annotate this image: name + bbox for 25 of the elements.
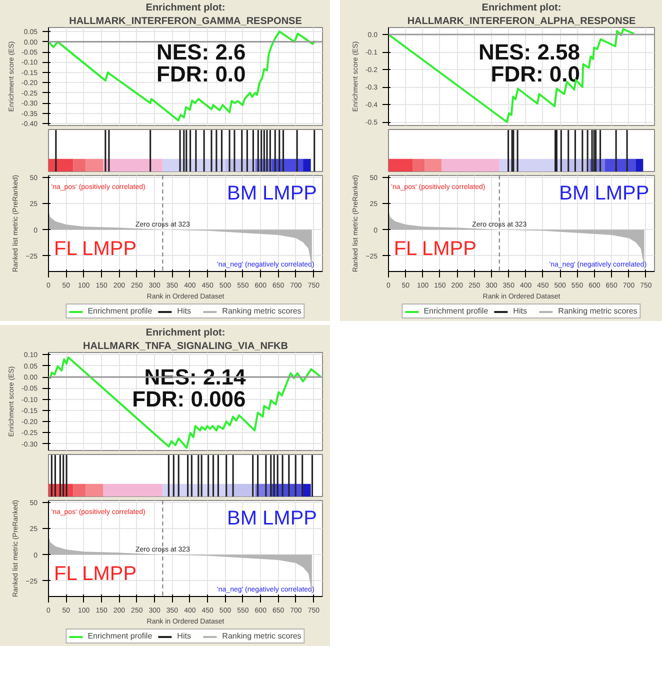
chart-subtitle: HALLMARK_TNFA_SIGNALING_VIA_NFKB xyxy=(82,341,288,352)
annotation: BM LMPP xyxy=(227,507,318,530)
legend-label: Hits xyxy=(177,632,192,640)
legend-label: Enrichment profile xyxy=(88,306,152,316)
annotation: FL LMPP xyxy=(394,238,476,260)
chart-title: Enrichment plot: xyxy=(146,328,226,338)
annotation: BM LMPP xyxy=(559,182,650,204)
annotation: FL LMPP xyxy=(54,238,137,260)
legend-label: Hits xyxy=(513,306,528,316)
legend-label: Enrichment profile xyxy=(88,632,152,640)
legend-label: Ranking metric scores xyxy=(558,306,638,316)
annotation: BM LMPP xyxy=(227,182,318,204)
annotation: FL LMPP xyxy=(54,562,137,585)
line-series xyxy=(49,356,322,449)
legend-label: Ranking metric scores xyxy=(222,306,302,316)
legend-label: Ranking metric scores xyxy=(222,632,302,640)
chart-title: Enrichment plot: xyxy=(482,2,562,14)
legend-label: Hits xyxy=(177,306,192,316)
legend-label: Enrichment profile xyxy=(424,306,488,316)
line-series xyxy=(388,28,635,123)
chart-subtitle: HALLMARK_INTERFERON_GAMMA_RESPONSE xyxy=(69,16,302,27)
chart-subtitle: HALLMARK_INTERFERON_ALPHA_RESPONSE xyxy=(407,16,636,27)
chart-title: Enrichment plot: xyxy=(146,2,226,14)
line-series xyxy=(48,30,316,122)
annotation: FDR: 0.006 xyxy=(132,386,246,412)
